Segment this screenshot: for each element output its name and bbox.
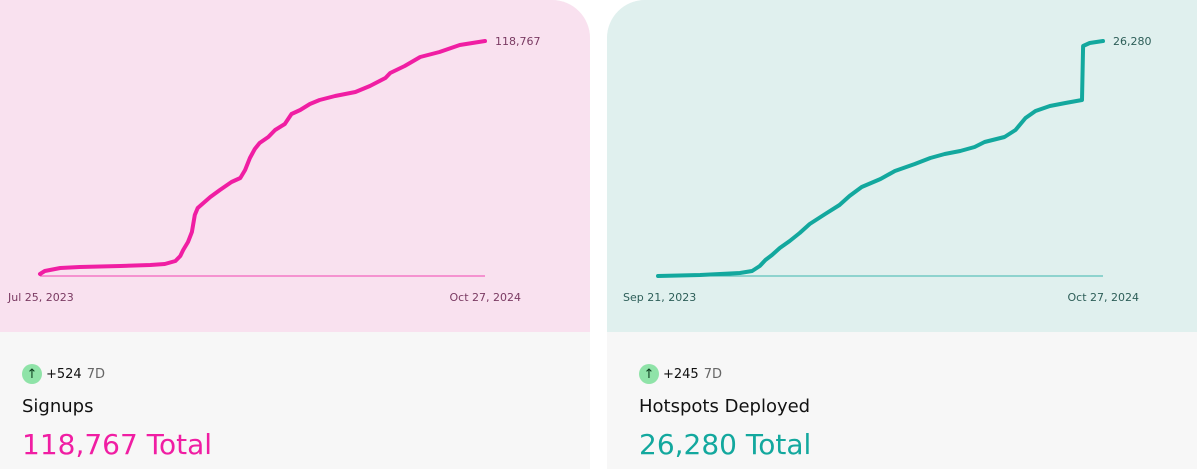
delta-value: +245 xyxy=(663,366,699,382)
hotspots-card: Sep 21, 2023 Oct 27, 2024 26,280 ↑ +245 7D… xyxy=(607,0,1197,469)
arrow-up-icon: ↑ xyxy=(639,364,659,384)
hotspots-chart: Sep 21, 2023 Oct 27, 2024 26,280 xyxy=(607,0,1197,332)
weekly-change: ↑ +245 7D xyxy=(639,364,722,384)
x-start-label: Jul 25, 2023 xyxy=(7,291,74,304)
metric-total: 118,767 Total xyxy=(22,428,213,461)
weekly-change: ↑ +524 7D xyxy=(22,364,105,384)
delta-period: 7D xyxy=(86,366,105,382)
series-line xyxy=(38,39,487,276)
series-line xyxy=(656,39,1105,278)
hotspots-stats: ↑ +245 7D Hotspots Deployed 26,280 Total xyxy=(607,332,1197,469)
x-start-label: Sep 21, 2023 xyxy=(623,291,696,304)
end-value-label: 26,280 xyxy=(1113,35,1152,48)
metric-name: Signups xyxy=(22,396,94,417)
x-end-label: Oct 27, 2024 xyxy=(1068,291,1140,304)
end-value-label: 118,767 xyxy=(495,35,541,48)
signups-stats: ↑ +524 7D Signups 118,767 Total xyxy=(0,332,590,469)
delta-value: +524 xyxy=(46,366,82,382)
arrow-up-icon: ↑ xyxy=(22,364,42,384)
metric-name: Hotspots Deployed xyxy=(639,396,811,417)
metric-total: 26,280 Total xyxy=(639,428,812,461)
delta-period: 7D xyxy=(703,366,722,382)
x-end-label: Oct 27, 2024 xyxy=(450,291,522,304)
signups-card: Jul 25, 2023 Oct 27, 2024 118,767 ↑ +524 7… xyxy=(0,0,590,469)
signups-chart: Jul 25, 2023 Oct 27, 2024 118,767 xyxy=(0,0,590,332)
